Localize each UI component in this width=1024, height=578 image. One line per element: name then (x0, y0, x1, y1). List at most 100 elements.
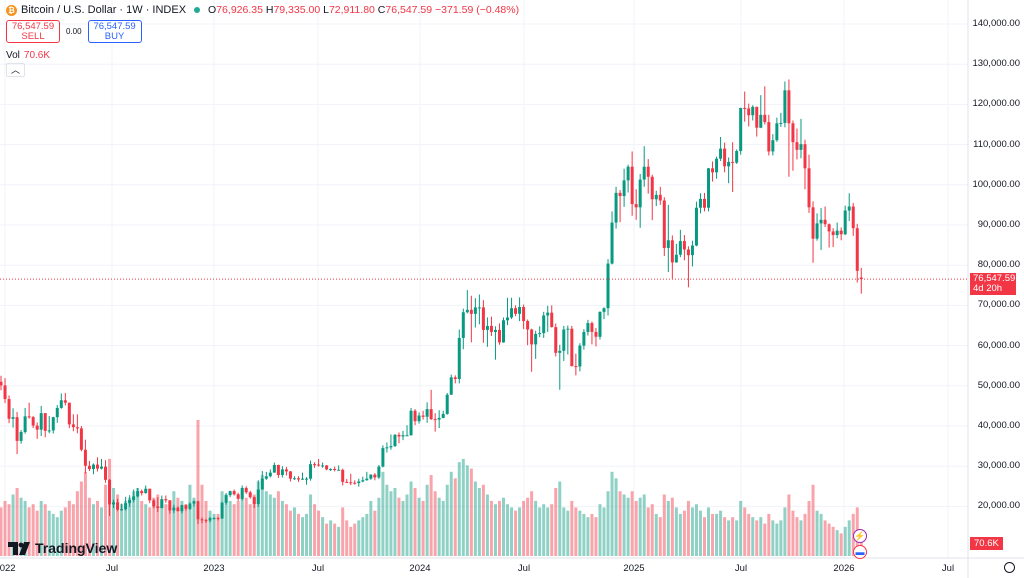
candle-body (694, 207, 698, 246)
volume-bar (216, 513, 220, 556)
volume-bar (361, 517, 365, 556)
candle-body (409, 410, 413, 436)
volume-bar (859, 533, 863, 556)
volume-bar (389, 491, 393, 556)
volume-bar (91, 504, 95, 556)
candle-body (252, 497, 256, 504)
candle-body (690, 245, 694, 256)
volume-bar (164, 504, 168, 556)
candle-body (843, 210, 847, 235)
candle-body (453, 377, 457, 379)
market-status-icon (194, 7, 201, 13)
candle-body (309, 464, 313, 479)
candle-body (216, 518, 220, 520)
volume-bar (152, 497, 156, 556)
candle-body (144, 488, 148, 494)
volume-bar (357, 520, 361, 556)
candle-body (3, 385, 7, 400)
buy-button[interactable]: 76,547.59 BUY (87, 20, 142, 43)
candle-body (811, 207, 815, 239)
volume-bar (550, 504, 554, 556)
volume-bar (333, 523, 337, 556)
volume-bar (610, 471, 614, 556)
volume-bar (397, 497, 401, 556)
volume-bar (514, 510, 518, 556)
volume-bar (212, 513, 216, 556)
settings-gear-icon[interactable] (1004, 562, 1015, 573)
volume-bar (823, 520, 827, 556)
volume-bar (180, 500, 184, 556)
volume-bar (208, 510, 212, 556)
volume-bar (67, 500, 71, 556)
chevron-up-icon: ︿ (10, 65, 20, 75)
us-flag-event-icon[interactable]: ▬ (853, 545, 867, 559)
candle-body (554, 327, 558, 353)
candle-body (361, 480, 365, 482)
time-tick-label: Jul (311, 563, 325, 574)
sell-button[interactable]: 76,547.59 SELL (6, 20, 60, 43)
candle-body (586, 323, 590, 332)
candle-body (839, 230, 843, 235)
candle-body (333, 469, 337, 471)
candle-body (51, 417, 55, 431)
volume-bar (686, 500, 690, 556)
volume-bar (614, 478, 618, 556)
volume-bar (690, 507, 694, 556)
symbol-title[interactable]: Bitcoin / U.S. Dollar · 1W · INDEX (21, 4, 187, 16)
candle-body (421, 415, 425, 417)
volume-bar (264, 491, 268, 556)
candle-body (184, 505, 188, 509)
volume-bar (698, 510, 702, 556)
candle-body (192, 501, 196, 504)
candle-body (429, 409, 433, 420)
volume-bar (136, 488, 140, 556)
bar-countdown: 4d 20h (973, 283, 1003, 294)
collapse-legend-button[interactable]: ︿ (6, 63, 25, 77)
candle-body (168, 500, 172, 511)
tradingview-logo[interactable]: TradingView (8, 540, 117, 556)
volume-bar (3, 500, 7, 556)
volume-bar (39, 500, 43, 556)
candle-body (775, 123, 779, 141)
candle-body (47, 430, 51, 432)
candle-body (606, 263, 610, 309)
candle-body (638, 179, 642, 208)
volume-bar (409, 481, 413, 556)
candle-body (27, 416, 31, 418)
volume-value: 70.6K (23, 50, 51, 61)
volume-bar (566, 510, 570, 556)
volume-bar (168, 507, 172, 556)
volume-bar (767, 513, 771, 556)
volume-bar (791, 510, 795, 556)
candle-body (646, 166, 650, 177)
volume-bar (27, 507, 31, 556)
volume-bar (268, 494, 272, 556)
candle-body (530, 329, 534, 345)
candle-body (590, 323, 594, 332)
candle-body (83, 449, 87, 466)
candle-body (341, 469, 345, 482)
candle-body (719, 148, 723, 159)
candle-body (847, 206, 851, 211)
volume-bar (236, 500, 240, 556)
volume-bar (144, 504, 148, 556)
volume-bar (433, 491, 437, 556)
candle-body (136, 491, 140, 497)
volume-bar (429, 475, 433, 556)
price-tick-label: 120,000.00 (972, 98, 1020, 110)
candle-body (35, 425, 39, 430)
volume-bar (811, 484, 815, 556)
candle-body (795, 142, 799, 150)
candle-body (739, 108, 743, 152)
volume-bar (204, 500, 208, 556)
volume-bar (493, 504, 497, 556)
lightning-event-icon[interactable]: ⚡ (853, 529, 867, 543)
candle-body (248, 492, 252, 498)
candle-body (445, 394, 449, 414)
volume-bar (574, 507, 578, 556)
candle-body (172, 507, 176, 511)
candle-body (160, 499, 164, 509)
candle-body (329, 469, 333, 471)
volume-bar (284, 504, 288, 556)
